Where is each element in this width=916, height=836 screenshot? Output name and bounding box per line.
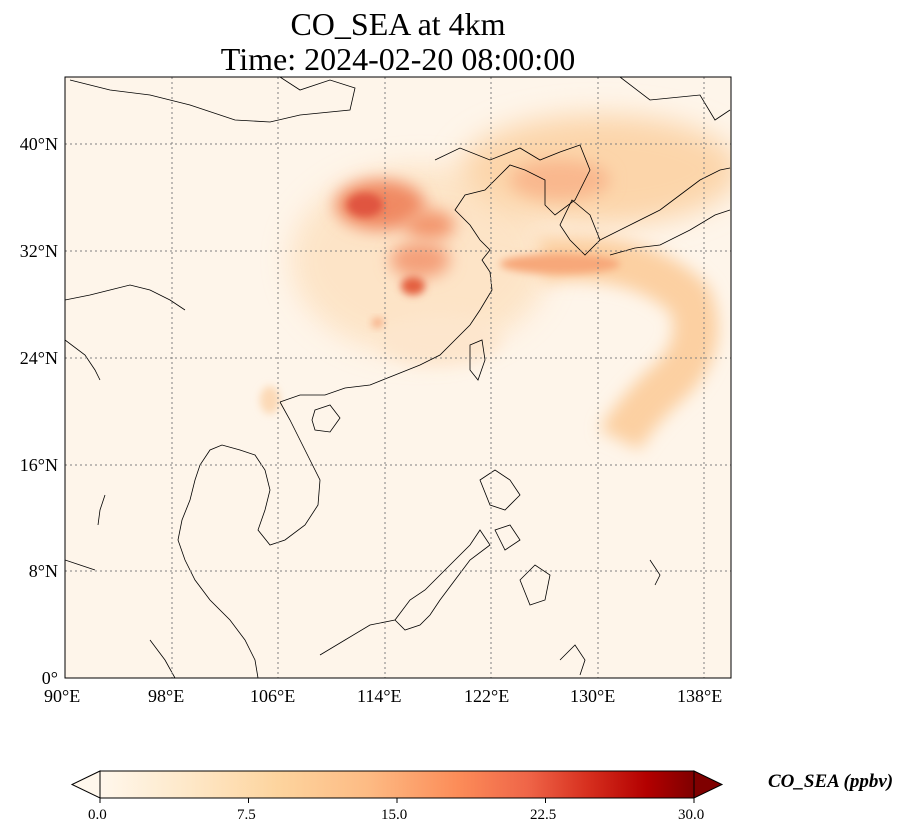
- colorbar-label: CO_SEA (ppbv): [768, 771, 894, 792]
- coastlines: [65, 77, 731, 678]
- lon-tick-label: 90°E: [44, 686, 81, 706]
- lon-tick-label: 138°E: [677, 686, 723, 706]
- gridlines: [65, 77, 731, 678]
- lat-tick-label: 40°N: [19, 134, 58, 154]
- lon-tick-label: 130°E: [570, 686, 616, 706]
- lat-tick-label: 8°N: [28, 561, 58, 581]
- colorbar-extend-min: [70, 770, 101, 799]
- lat-tick-label: 0°: [41, 668, 58, 688]
- colorbar-extend-max: [693, 770, 724, 799]
- colorbar-tick-label: 7.5: [237, 807, 256, 823]
- map-title: CO_SEA at 4km: [290, 6, 506, 42]
- map-subtitle-time: Time: 2024-02-20 08:00:00: [220, 41, 576, 77]
- colorbar-tick-label: 15.0: [381, 807, 408, 823]
- colorbar-gradient: [100, 771, 694, 798]
- lat-tick-label: 32°N: [19, 241, 58, 261]
- lon-tick-label: 98°E: [148, 686, 185, 706]
- colorbar-tick-label: 30.0: [678, 807, 705, 823]
- lon-tick-label: 122°E: [464, 686, 510, 706]
- lat-tick-label: 16°N: [19, 455, 58, 475]
- colorbar: [70, 770, 724, 803]
- colorbar-tick-label: 0.0: [88, 807, 107, 823]
- colorbar-tick-label: 22.5: [530, 807, 557, 823]
- lat-tick-label: 24°N: [19, 348, 58, 368]
- lon-tick-label: 106°E: [250, 686, 296, 706]
- lon-tick-label: 114°E: [357, 686, 402, 706]
- co-plume-field: [260, 115, 731, 451]
- map-frame: [64, 76, 732, 679]
